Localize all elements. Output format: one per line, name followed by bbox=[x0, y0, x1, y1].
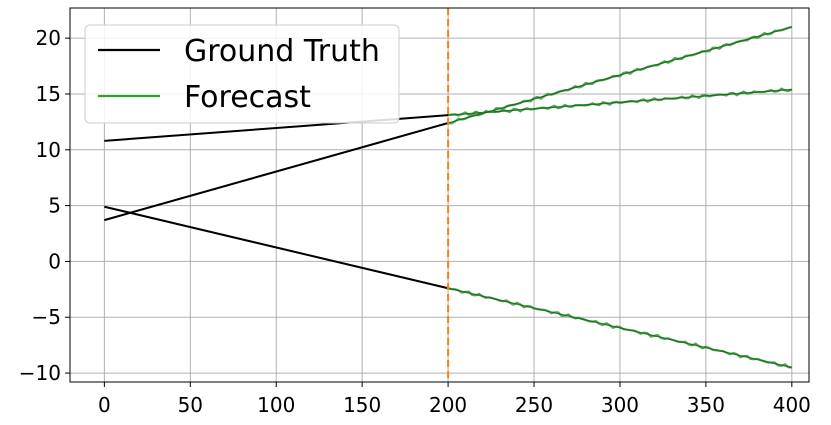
x-axis-ticks: 0 50 100 150 200 250 300 350 400 bbox=[98, 382, 811, 417]
y-tick-label: −10 bbox=[19, 361, 61, 385]
x-tick-label: 200 bbox=[429, 393, 467, 417]
grid-lines bbox=[70, 8, 809, 382]
x-tick-label: 150 bbox=[343, 393, 381, 417]
forecast-trend-line bbox=[447, 287, 792, 369]
x-tick-label: 400 bbox=[773, 393, 811, 417]
x-tick-label: 0 bbox=[98, 393, 111, 417]
legend-ground-truth-label: Ground Truth bbox=[184, 34, 380, 69]
y-tick-label: 10 bbox=[36, 138, 61, 162]
x-tick-label: 100 bbox=[257, 393, 295, 417]
x-tick-label: 250 bbox=[515, 393, 553, 417]
plot-area bbox=[104, 25, 793, 369]
x-tick-label: 50 bbox=[178, 393, 203, 417]
forecast-trend-line bbox=[448, 88, 792, 116]
y-axis-ticks: −10 −5 0 5 10 15 20 bbox=[19, 26, 70, 385]
y-tick-label: 20 bbox=[36, 26, 61, 50]
y-tick-label: 15 bbox=[36, 82, 61, 106]
forecast-line bbox=[447, 287, 792, 369]
legend-forecast-label: Forecast bbox=[184, 80, 311, 115]
forecast-trend-line bbox=[447, 26, 793, 124]
y-tick-label: −5 bbox=[32, 305, 61, 329]
ground-truth-line bbox=[104, 122, 449, 222]
y-tick-label: 0 bbox=[48, 249, 61, 273]
x-tick-label: 300 bbox=[601, 393, 639, 417]
x-tick-label: 350 bbox=[687, 393, 725, 417]
ground-truth-line bbox=[104, 205, 449, 290]
legend-box bbox=[84, 24, 400, 124]
plot-frame bbox=[69, 7, 810, 383]
y-tick-label: 5 bbox=[48, 194, 61, 218]
legend: Ground Truth Forecast bbox=[84, 24, 400, 124]
